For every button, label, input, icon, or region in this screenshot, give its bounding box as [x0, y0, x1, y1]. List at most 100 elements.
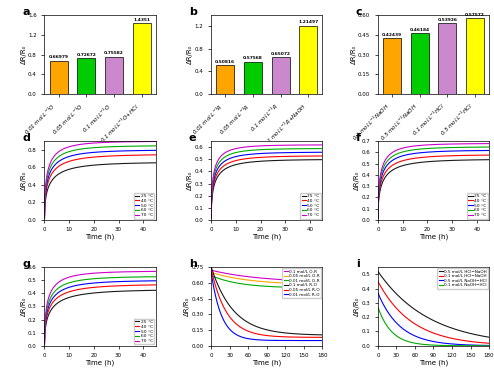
Line: 25 °C: 25 °C [44, 290, 156, 345]
0.1 mol/L HCl−NaOH [404, 315, 410, 320]
0.5 mol/L HCl−NaOH [458, 329, 464, 333]
0.5 mol/L HCl−NaOH [486, 335, 492, 339]
0.1 mol/L O-R [283, 277, 288, 282]
25 °C [375, 216, 381, 221]
50 °C [61, 156, 67, 161]
0.01 mol/L R-O [292, 338, 298, 343]
0.5 mol/L HCl−NaOH [425, 315, 431, 320]
50 °C [92, 150, 98, 155]
Bar [244, 62, 262, 94]
50 °C [125, 279, 131, 283]
Y-axis label: ΔR/R₀: ΔR/R₀ [351, 45, 357, 64]
Legend: 25 °C, 40 °C, 50 °C, 60 °C, 70 °C: 25 °C, 40 °C, 50 °C, 60 °C, 70 °C [467, 193, 488, 218]
25 °C [274, 158, 280, 163]
50 °C [274, 150, 280, 155]
70 °C [92, 271, 98, 276]
70 °C [153, 139, 159, 144]
0.1 mol/L R-O [258, 326, 264, 331]
70 °C [125, 269, 131, 274]
Line: 60 °C: 60 °C [44, 146, 156, 218]
Y-axis label: ΔR/R₀: ΔR/R₀ [21, 297, 27, 316]
50 °C [107, 280, 113, 284]
0.5 mol/L HCl−NaOH [375, 269, 381, 274]
Bar [411, 33, 429, 94]
50 °C [292, 150, 298, 155]
0.05 mol/L R-O [319, 335, 325, 340]
0.5 mol/L NaOH−HCl [375, 291, 381, 295]
50 °C [319, 150, 325, 155]
25 °C [395, 165, 401, 170]
0.5 mol/L NaOH−HCl [486, 343, 492, 348]
Line: 60 °C: 60 °C [44, 277, 156, 344]
25 °C [125, 289, 131, 293]
25 °C [258, 159, 264, 163]
X-axis label: Time (h): Time (h) [85, 234, 115, 241]
0.1 mol/L HCl−NaOH [425, 329, 431, 333]
25 °C [116, 289, 122, 294]
25 °C [208, 216, 214, 221]
70 °C [70, 143, 76, 148]
40 °C [116, 283, 122, 288]
60 °C [61, 282, 67, 287]
70 °C [92, 141, 98, 145]
60 °C [449, 145, 455, 150]
40 °C [208, 216, 214, 220]
40 °C [375, 216, 381, 221]
Line: 60 °C: 60 °C [211, 149, 322, 218]
50 °C [153, 148, 159, 153]
Line: 70 °C: 70 °C [211, 145, 322, 218]
60 °C [274, 147, 280, 151]
60 °C [208, 215, 214, 220]
Text: c: c [356, 7, 362, 17]
Text: e: e [189, 133, 197, 143]
50 °C [107, 149, 113, 154]
0.05 mol/L O-R [292, 281, 298, 286]
Text: 0.72672: 0.72672 [76, 53, 96, 57]
Bar [299, 25, 317, 94]
60 °C [375, 216, 381, 220]
40 °C [92, 155, 98, 159]
40 °C [41, 342, 47, 347]
70 °C [274, 143, 280, 148]
0.1 mol/L HCl−NaOH [458, 338, 464, 342]
60 °C [237, 149, 243, 154]
Y-axis label: ΔR/R₀: ΔR/R₀ [21, 171, 27, 190]
0.1 mol/L R-O [208, 265, 214, 269]
50 °C [208, 216, 214, 220]
0.05 mol/L R-O [292, 335, 298, 339]
0.05 mol/L R-O [283, 334, 288, 339]
60 °C [41, 216, 47, 220]
40 °C [425, 155, 431, 159]
Line: 70 °C: 70 °C [44, 141, 156, 218]
25 °C [107, 290, 113, 294]
0.1 mol/L NaOH−HCl [425, 342, 431, 347]
70 °C [441, 142, 447, 147]
Y-axis label: ΔR/R₀: ΔR/R₀ [184, 297, 190, 316]
Text: 0.50816: 0.50816 [215, 60, 235, 64]
X-axis label: Time (h): Time (h) [252, 234, 282, 241]
0.1 mol/L O-R [258, 276, 264, 280]
25 °C [486, 157, 492, 162]
0.1 mol/L O-R [319, 279, 325, 283]
40 °C [237, 157, 243, 162]
Line: 25 °C: 25 °C [378, 160, 489, 218]
Legend: 0.5 mol/L HCl−NaOH, 0.1 mol/L HCl−NaOH, 0.5 mol/L NaOH−HCl, 0.1 mol/L NaOH−HCl: 0.5 mol/L HCl−NaOH, 0.1 mol/L HCl−NaOH, … [437, 268, 488, 289]
Legend: 25 °C, 40 °C, 50 °C, 60 °C, 70 °C: 25 °C, 40 °C, 50 °C, 60 °C, 70 °C [300, 193, 321, 218]
Bar [438, 23, 456, 94]
X-axis label: Time (h): Time (h) [85, 360, 115, 366]
0.01 mol/L R-O [208, 270, 214, 275]
50 °C [61, 287, 67, 291]
40 °C [125, 283, 131, 288]
25 °C [153, 160, 159, 165]
0.01 mol/L O-R [237, 281, 243, 286]
70 °C [70, 274, 76, 279]
50 °C [125, 149, 131, 153]
25 °C [92, 291, 98, 295]
40 °C [125, 153, 131, 158]
60 °C [153, 274, 159, 279]
Line: 70 °C: 70 °C [378, 144, 489, 218]
Line: 0.1 mol/L O-R: 0.1 mol/L O-R [211, 270, 322, 281]
60 °C [41, 342, 47, 347]
70 °C [107, 270, 113, 275]
40 °C [70, 288, 76, 293]
